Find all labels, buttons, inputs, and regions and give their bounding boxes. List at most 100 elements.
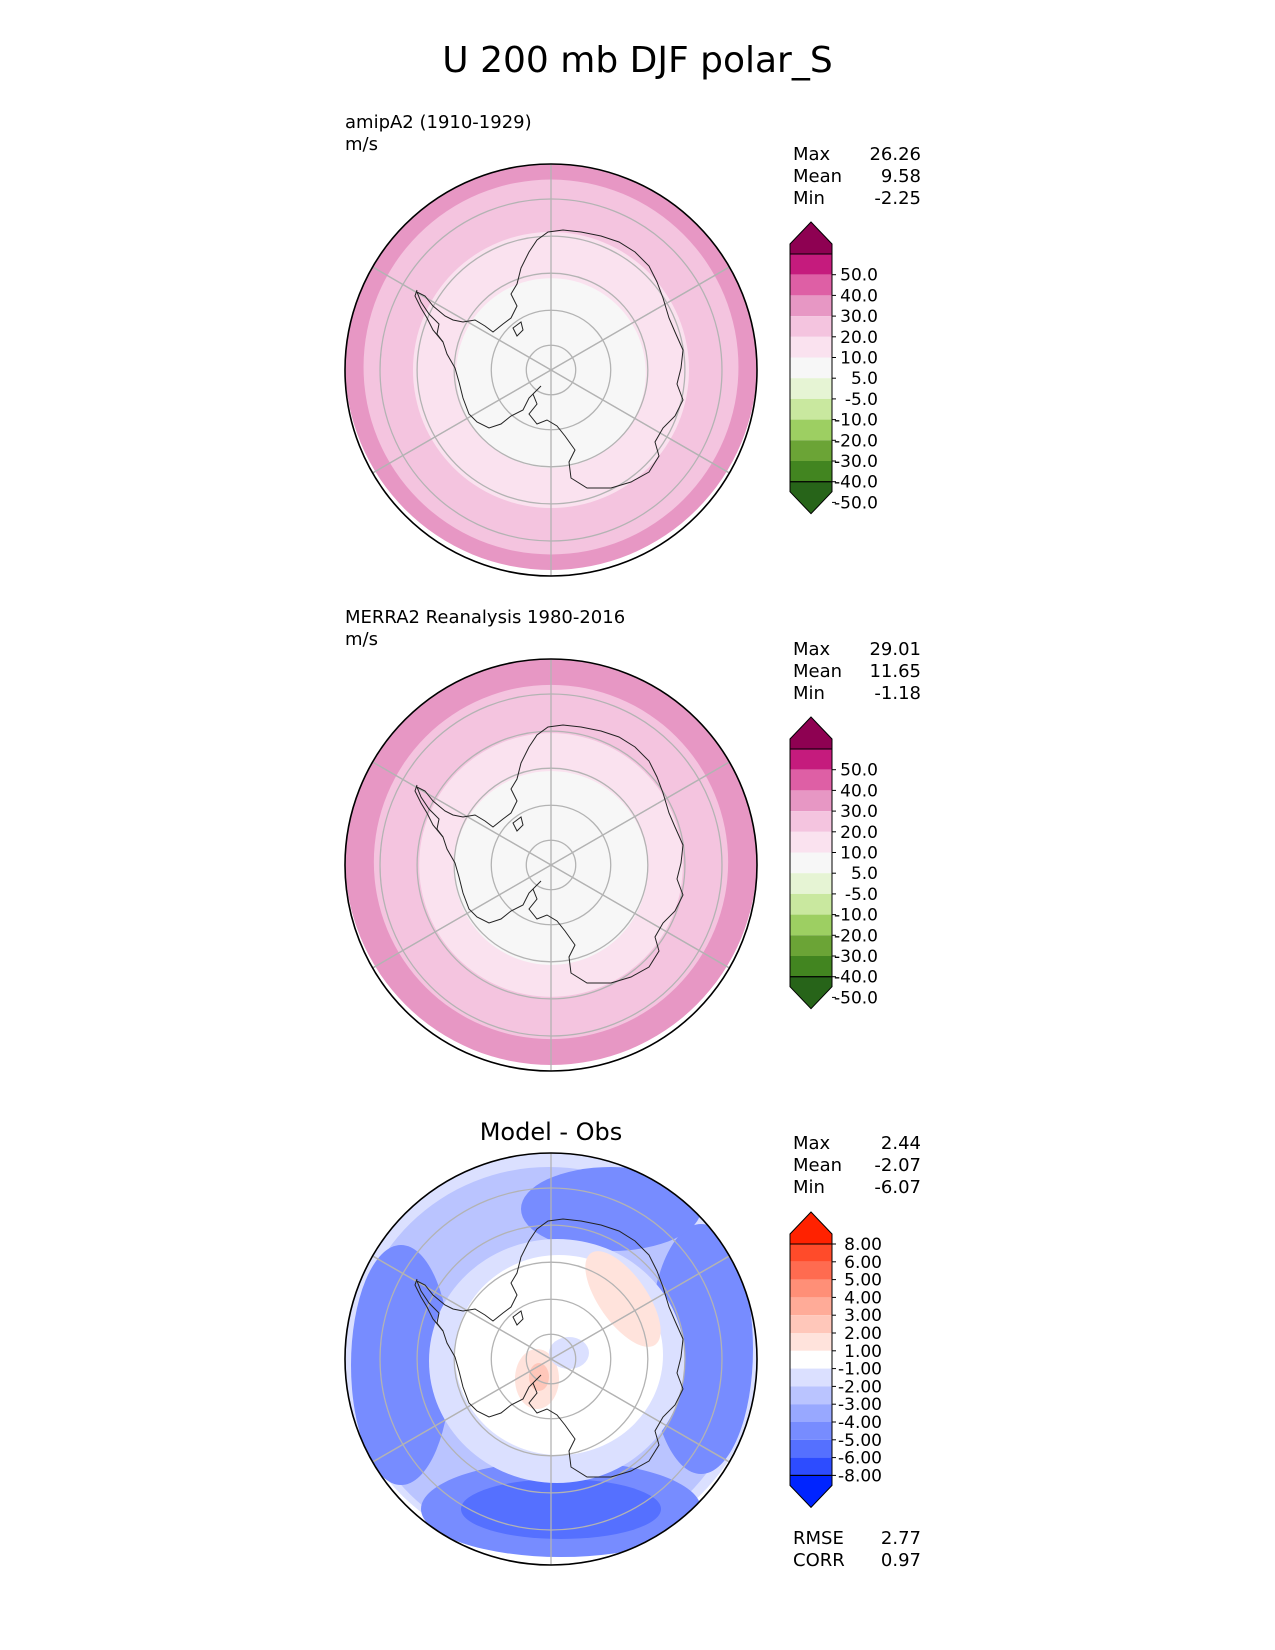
island-coastline [512, 1310, 524, 1326]
colorbar-tick-label: -4.00 [838, 1413, 882, 1433]
antarctica-coastline-icon [416, 229, 684, 489]
colorbar-tick-label: -20.0 [834, 431, 878, 451]
colorbar-tick-label: -8.00 [838, 1466, 882, 1486]
panel2-map [344, 658, 758, 1072]
colorbar-tick-label: 40.0 [840, 286, 878, 306]
colorbar-swatch [790, 316, 832, 337]
colorbar-extension-max [789, 1211, 833, 1245]
panel1-map [344, 163, 758, 577]
colorbar-swatch [790, 811, 832, 832]
colorbar-extension-min [789, 481, 833, 515]
panel2-label: MERRA2 Reanalysis 1980-2016 m/s [345, 607, 625, 651]
colorbar-tick-label: 50.0 [840, 761, 878, 781]
stat-corr-label: CORR [793, 1550, 845, 1571]
colorbar-tick-label: -30.0 [834, 947, 878, 967]
colorbar-swatch [790, 1457, 832, 1476]
colorbar-swatch [790, 1244, 832, 1262]
colorbar-tick-label: 5.00 [844, 1271, 882, 1291]
colorbar-tick-label: 5.0 [851, 864, 878, 884]
stat-rmse-label: RMSE [793, 1528, 844, 1549]
colorbar-tick-label: -50.0 [834, 988, 878, 1008]
stat-max-label: Max [793, 639, 831, 660]
stat-max-value: 26.26 [869, 144, 921, 165]
stat-min-value: -1.18 [874, 683, 921, 704]
colorbar-swatch [790, 749, 832, 770]
panel2-units: m/s [345, 629, 378, 650]
peninsula-coastline [414, 289, 444, 343]
colorbar-swatch [790, 790, 832, 812]
colorbar-swatch [790, 398, 832, 420]
island-coastline [512, 321, 524, 337]
panel3-title: Model - Obs [479, 1118, 623, 1146]
colorbar-tick-label: -30.0 [834, 452, 878, 472]
contour-band [649, 1224, 753, 1474]
stat-mean-value: -2.07 [874, 1155, 921, 1176]
colorbar-swatch [790, 1439, 832, 1458]
colorbar-tick-label: -10.0 [834, 411, 878, 431]
panel1-dataset: amipA2 (1910-1929) [345, 112, 532, 133]
panel1-stats: Max 26.26 Mean 9.58 Min -2.25 [793, 144, 921, 210]
figure-title: U 200 mb DJF polar_S [442, 40, 833, 81]
panel2-colorbar: 50.040.030.020.010.05.0-5.0-10.0-20.0-30… [789, 716, 878, 1010]
stat-min-value: -2.25 [874, 188, 921, 209]
panel2-dataset: MERRA2 Reanalysis 1980-2016 [345, 607, 626, 628]
map-boundary [344, 1152, 758, 1566]
colorbar-swatch [790, 274, 832, 296]
colorbar-tick-label: -20.0 [834, 926, 878, 946]
stat-max-value: 2.44 [880, 1133, 921, 1154]
map-boundary [344, 658, 758, 1072]
colorbar-swatch [790, 831, 832, 853]
colorbar-swatch [790, 769, 832, 791]
colorbar-swatch [790, 852, 832, 874]
colorbar-tick-label: -5.0 [845, 885, 878, 905]
colorbar-swatch [790, 873, 832, 894]
colorbar-tick-label: 30.0 [840, 802, 878, 822]
panel3-colorbar: 8.006.005.004.003.002.001.00-1.00-2.00-3… [789, 1211, 882, 1509]
island-coastline [512, 816, 524, 832]
stat-mean-label: Mean [793, 661, 843, 682]
colorbar-swatch [790, 378, 832, 399]
stat-mean-value: 11.65 [869, 661, 921, 682]
colorbar-tick-label: -3.00 [838, 1395, 882, 1415]
contour-band [549, 1337, 589, 1369]
colorbar-tick-label: 30.0 [840, 307, 878, 327]
colorbar-swatch [790, 419, 832, 441]
stat-min-value: -6.07 [874, 1177, 921, 1198]
colorbar-frame [789, 748, 833, 978]
colorbar-extension-max [789, 716, 833, 750]
colorbar-frame [789, 253, 833, 483]
contour-band [521, 1167, 701, 1251]
stat-min-label: Min [793, 1177, 825, 1198]
colorbar-frame [789, 1243, 833, 1476]
stat-min-label: Min [793, 683, 825, 704]
colorbar-tick-label: 10.0 [840, 844, 878, 864]
colorbar-swatch [790, 1297, 832, 1316]
stat-corr-value: 0.97 [880, 1550, 921, 1571]
panel1-colorbar: 50.040.030.020.010.05.0-5.0-10.0-20.0-30… [789, 221, 878, 515]
colorbar-swatch [790, 914, 832, 936]
colorbar-swatch [790, 1404, 832, 1422]
colorbar-swatch [790, 893, 832, 915]
peninsula-coastline [414, 784, 444, 838]
meridian-line [372, 761, 730, 969]
colorbar-swatch [790, 956, 832, 977]
panel1-units: m/s [345, 134, 378, 155]
panel2-stats: Max 29.01 Mean 11.65 Min -1.18 [793, 639, 921, 705]
colorbar-tick-label: 20.0 [840, 823, 878, 843]
field-layer [345, 659, 757, 1071]
antarctica-coastline-icon [416, 724, 684, 984]
colorbar-tick-label: 8.00 [844, 1235, 882, 1255]
panel1-label: amipA2 (1910-1929) m/s [345, 112, 532, 156]
panel3-map [344, 1152, 758, 1566]
colorbar-tick-label: -50.0 [834, 493, 878, 513]
colorbar-swatch [790, 1261, 832, 1280]
stat-mean-value: 9.58 [880, 166, 921, 187]
colorbar-swatch [790, 1386, 832, 1405]
colorbar-swatch [790, 1315, 832, 1333]
colorbar-tick-label: 40.0 [840, 781, 878, 801]
colorbar-swatch [790, 461, 832, 482]
colorbar-swatch [790, 254, 832, 275]
colorbar-swatch [790, 935, 832, 956]
stat-min-label: Min [793, 188, 825, 209]
stat-mean-label: Mean [793, 1155, 843, 1176]
